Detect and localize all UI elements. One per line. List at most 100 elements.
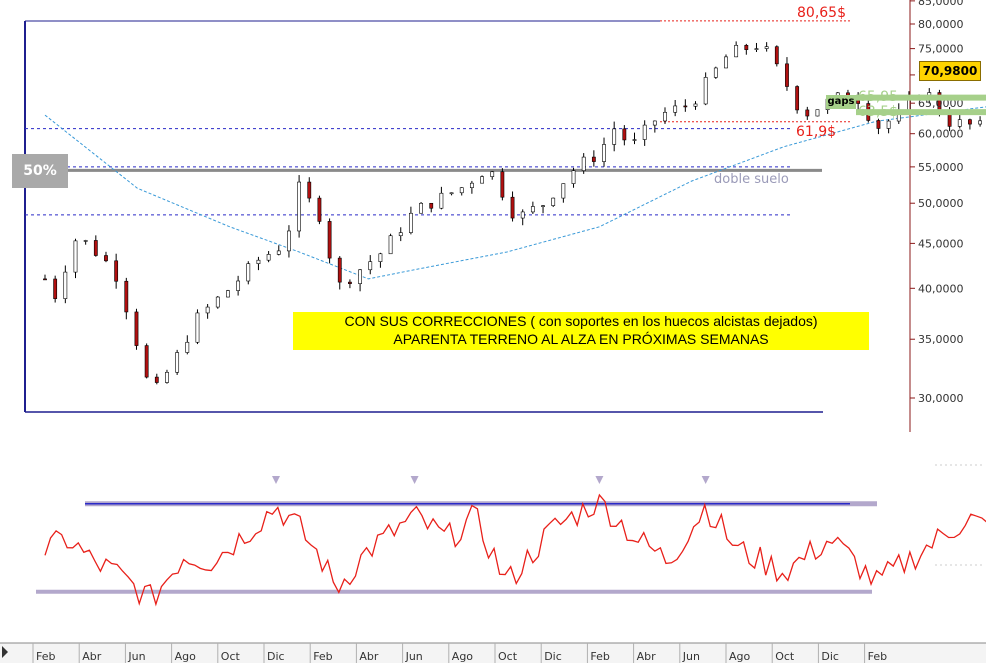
- candle-24: [287, 225, 291, 258]
- candle-39: [439, 186, 444, 210]
- time-tick-label: Ago: [175, 650, 197, 663]
- candle-54: [591, 150, 596, 167]
- candle-body: [154, 376, 159, 383]
- candle-body: [317, 197, 322, 222]
- time-tick-label: Dic: [544, 650, 562, 663]
- candle-body: [388, 235, 393, 255]
- time-tick-label: Ago: [452, 650, 474, 663]
- candle-body: [561, 183, 566, 199]
- candle-body: [978, 120, 982, 125]
- candle-body: [327, 221, 332, 259]
- osc-marker-3: [701, 476, 710, 484]
- candle-body: [764, 46, 769, 49]
- candle-body: [459, 187, 464, 194]
- candle-7: [114, 253, 119, 289]
- candle-63: [683, 99, 688, 112]
- candle-21: [256, 256, 261, 271]
- candle-body: [724, 56, 728, 69]
- candle-body: [968, 119, 972, 125]
- candle-74: [795, 85, 800, 114]
- candle-body: [703, 77, 708, 105]
- candle-body: [195, 312, 200, 343]
- candle-31: [358, 269, 362, 292]
- price-tick-label: 75,0000: [918, 43, 964, 56]
- candle-body: [368, 261, 373, 271]
- candle-body: [53, 278, 58, 299]
- double-bottom-label: doble suelo: [714, 172, 789, 187]
- candle-body: [947, 113, 952, 127]
- support-label: 61,9$: [796, 124, 836, 140]
- candle-65: [703, 72, 708, 106]
- candle-body: [774, 46, 779, 65]
- candle-12: [165, 369, 169, 384]
- time-tick-label: Ago: [729, 650, 751, 663]
- candle-body: [185, 341, 190, 353]
- candle-body: [632, 139, 637, 141]
- candle-3: [73, 238, 78, 279]
- candle-body: [530, 206, 535, 213]
- candle-32: [368, 255, 373, 275]
- candle-0: [43, 274, 47, 281]
- candle-body: [63, 271, 68, 299]
- candle-61: [663, 107, 667, 124]
- callout-line-2: APARENTA TERRENO AL ALZA EN PRÓXIMAS SEM…: [393, 331, 769, 347]
- time-tick-label: Abr: [637, 650, 657, 663]
- candle-body: [256, 259, 261, 264]
- candle-body: [805, 109, 810, 117]
- candle-20: [246, 261, 251, 285]
- candle-body: [490, 171, 495, 177]
- time-tick-label: Feb: [36, 650, 55, 663]
- candle-body: [378, 253, 383, 262]
- candle-body: [215, 296, 220, 308]
- candle-91: [968, 118, 972, 130]
- candle-49: [541, 205, 545, 214]
- candle-body: [276, 250, 281, 255]
- candle-body: [124, 280, 129, 313]
- candle-body: [43, 278, 47, 281]
- price-panel: [24, 20, 986, 413]
- candle-body: [622, 128, 627, 141]
- candle-body: [205, 306, 210, 314]
- candle-75: [805, 106, 810, 120]
- time-tick-label: Dic: [267, 650, 285, 663]
- candle-body: [591, 156, 596, 162]
- candle-body: [612, 128, 617, 145]
- candle-8: [124, 277, 129, 320]
- candle-body: [541, 205, 545, 207]
- candle-1: [53, 275, 58, 303]
- price-tick-label: 55,0000: [918, 161, 964, 174]
- candle-60: [652, 120, 657, 133]
- candle-body: [409, 212, 413, 233]
- candle-34: [388, 233, 393, 255]
- candle-73: [785, 57, 789, 91]
- candle-82: [876, 118, 881, 135]
- candle-body: [754, 48, 759, 50]
- candle-body: [785, 63, 789, 87]
- candle-37: [419, 201, 423, 214]
- candle-48: [530, 201, 535, 214]
- osc-marker-1: [410, 476, 419, 484]
- candle-body: [226, 290, 230, 298]
- candle-body: [266, 254, 271, 261]
- candle-body: [246, 263, 251, 282]
- candle-42: [469, 180, 474, 194]
- time-tick-label: Jun: [682, 650, 700, 663]
- candle-body: [683, 105, 688, 108]
- gap-lower-label: 63,5$: [858, 104, 898, 120]
- candle-5: [93, 235, 98, 257]
- gaps-tag: gaps: [826, 95, 856, 109]
- candle-body: [886, 120, 891, 129]
- candle-41: [459, 187, 464, 196]
- candle-11: [154, 373, 159, 385]
- candle-body: [398, 232, 403, 237]
- price-tick-label: 50,0000: [918, 197, 964, 210]
- candle-10: [144, 343, 149, 379]
- price-tick-label: 40,0000: [918, 282, 964, 295]
- candle-18: [226, 289, 230, 298]
- candle-47: [520, 209, 525, 226]
- price-tick-label: 45,0000: [918, 237, 964, 250]
- candle-body: [520, 211, 525, 219]
- candle-body: [693, 103, 698, 107]
